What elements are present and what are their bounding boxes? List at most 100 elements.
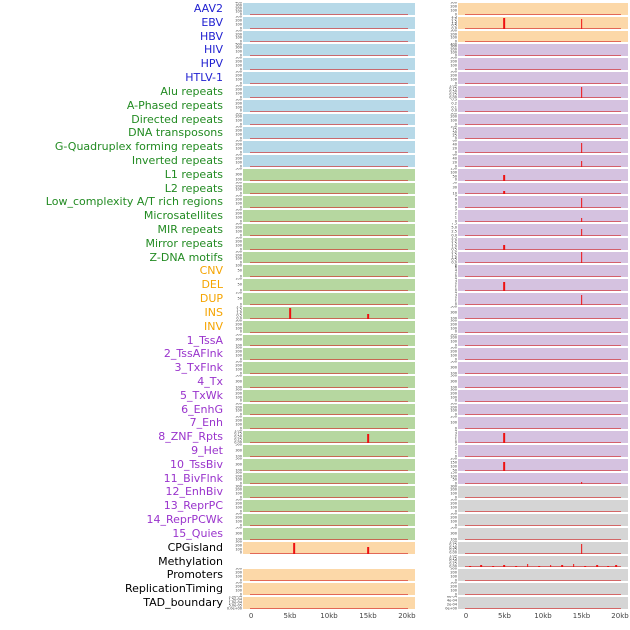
y-tick-label: 100 xyxy=(235,384,242,389)
signal-baseline xyxy=(464,262,622,264)
track-row-9-het: 9_Het 500 300 100 3 2 1 0 xyxy=(0,444,630,458)
y-tick-label: 0 xyxy=(239,94,242,99)
right-y-axis: 1.00 0.75 0.50 0.25 0.00 xyxy=(443,541,458,555)
signal-peak xyxy=(580,481,583,485)
y-tick-label: 2 xyxy=(454,211,457,216)
y-tick-label: 200 xyxy=(235,487,242,492)
signal-baseline xyxy=(249,524,409,526)
y-tick-label: 0 xyxy=(454,592,457,596)
y-tick-label: 300 xyxy=(235,209,242,212)
column-gap xyxy=(415,403,443,417)
y-tick-label: 400 xyxy=(450,43,457,46)
signal-baseline xyxy=(464,345,622,347)
right-track-panel xyxy=(458,320,628,333)
signal-baseline xyxy=(249,248,409,250)
x-tick-label: 20kb xyxy=(611,612,629,620)
signal-baseline xyxy=(249,82,409,84)
column-gap xyxy=(415,168,443,182)
signal-baseline xyxy=(249,317,409,319)
signal-baseline xyxy=(464,386,622,388)
column-gap xyxy=(415,334,443,348)
y-tick-label: 100 xyxy=(450,394,457,399)
right-y-axis: 200 100 0 xyxy=(443,416,458,430)
y-tick-label: 50 xyxy=(237,296,242,301)
signal-baseline xyxy=(249,469,409,471)
right-track-panel xyxy=(458,583,628,595)
left-track-panel xyxy=(243,293,415,305)
column-gap xyxy=(415,113,443,127)
track-row-cpgisland: CPGisland 300 200 100 0 1.00 0.75 0.50 0.25 0.00 xyxy=(0,541,630,555)
signal-baseline xyxy=(464,110,622,112)
signal-peak xyxy=(503,461,506,471)
y-tick-label: 300 xyxy=(235,29,242,32)
signal-baseline xyxy=(464,234,622,236)
track-row-14-reprpcwk: 14_ReprPCWk 300 200 100 0 300 200 100 0 xyxy=(0,513,630,527)
y-tick-label: 200 xyxy=(235,128,242,133)
x-tick-label: 10kb xyxy=(534,612,552,620)
y-tick-label: 300 xyxy=(450,568,457,571)
right-y-axis: 100 75 50 25 0 xyxy=(443,126,458,140)
left-y-axis: 300 200 100 0 xyxy=(226,182,243,196)
y-tick-label: 100 xyxy=(235,77,242,82)
signal-baseline xyxy=(464,55,622,57)
y-tick-label: 0 xyxy=(454,163,457,168)
y-tick-label: 200 xyxy=(235,584,242,589)
y-tick-label: 0 xyxy=(239,274,242,279)
left-y-axis: 300 200 100 0 xyxy=(226,71,243,85)
track-label: Inverted repeats xyxy=(131,153,223,167)
left-y-axis: 300 200 100 0 xyxy=(226,209,243,223)
right-track-panel xyxy=(458,375,628,388)
y-tick-label: 200 xyxy=(450,4,457,9)
signal-baseline xyxy=(249,262,409,264)
right-y-axis: 300 200 100 0 xyxy=(443,403,458,417)
signal-baseline xyxy=(249,234,409,236)
y-tick-label: 500 xyxy=(235,457,242,461)
y-tick-label: 30 xyxy=(452,185,457,190)
signal-peak xyxy=(503,244,506,250)
column-gap xyxy=(415,596,443,610)
right-track-panel xyxy=(458,417,628,430)
x-tick-label: 10kb xyxy=(320,612,338,620)
y-tick-label: 0 xyxy=(239,371,242,375)
y-tick-label: 0 xyxy=(239,592,242,596)
y-tick-label: 5.0 xyxy=(451,225,457,230)
y-tick-label: 200 xyxy=(450,570,457,575)
y-tick-label: 300 xyxy=(450,499,457,502)
signal-baseline xyxy=(249,428,409,430)
left-track-panel xyxy=(243,265,415,278)
y-tick-label: 0 xyxy=(454,343,457,348)
signal-peak xyxy=(367,433,369,443)
left-track-panel xyxy=(243,237,415,250)
column-gap xyxy=(415,182,443,196)
column-gap xyxy=(415,223,443,237)
left-track-panel xyxy=(243,458,415,471)
track-label: DNA transposons xyxy=(128,126,223,140)
y-tick-label: 100 xyxy=(450,491,457,496)
signal-baseline xyxy=(464,317,622,319)
y-tick-label: 0 xyxy=(239,357,242,362)
track-row-aav2: AAV2 400 300 200 100 0 300 200 100 0 xyxy=(0,2,630,16)
y-tick-label: 300 xyxy=(450,29,457,32)
y-tick-label: 0 xyxy=(454,329,457,334)
y-tick-label: 200 xyxy=(235,197,242,202)
y-tick-label: 300 xyxy=(235,153,242,157)
y-tick-label: 300 xyxy=(450,531,457,536)
y-tick-label: 0.50 xyxy=(449,544,457,549)
y-tick-label: 300 xyxy=(450,2,457,5)
column-gap xyxy=(415,485,443,499)
right-y-axis: 200 150 100 50 xyxy=(443,458,458,472)
right-y-axis: 150 100 50 0 xyxy=(443,168,458,182)
y-tick-label: 0 xyxy=(454,274,457,279)
y-tick-label: 0 xyxy=(454,39,457,44)
y-tick-label: 200 xyxy=(235,114,242,119)
y-tick-label: 75 xyxy=(452,127,457,132)
right-track-panel xyxy=(458,389,628,402)
y-tick-label: 200 xyxy=(450,321,457,326)
track-label: 6_EnhG xyxy=(181,402,223,416)
y-tick-label: 100 xyxy=(450,353,457,358)
right-y-axis: 0.3 0.2 0.1 0.0 xyxy=(443,99,458,113)
right-track-panel xyxy=(458,348,628,361)
y-tick-label: 200 xyxy=(450,404,457,409)
left-track-panel xyxy=(243,431,415,443)
